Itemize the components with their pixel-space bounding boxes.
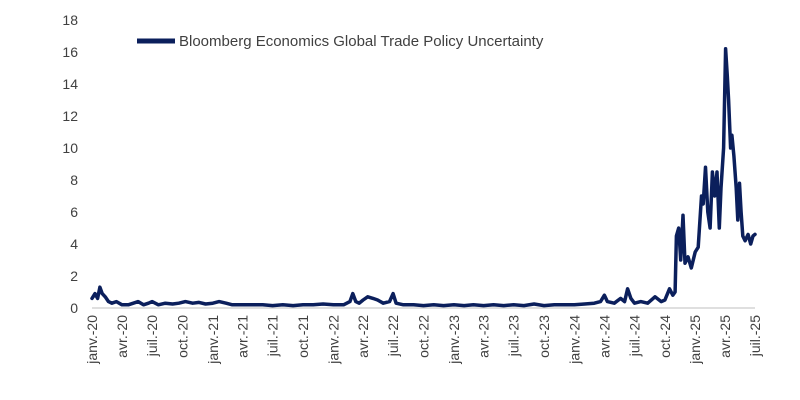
x-tick-label: avr.-20 — [114, 315, 130, 358]
x-tick-label: oct.-23 — [536, 315, 552, 358]
x-tick-label: janv.-23 — [446, 315, 462, 365]
x-tick-label: oct.-24 — [657, 315, 673, 358]
x-tick-label: juil.-23 — [506, 315, 522, 357]
x-tick-label: janv.-25 — [687, 315, 703, 365]
y-tick-label: 6 — [70, 204, 78, 220]
y-tick-label: 0 — [70, 300, 78, 316]
x-tick-label: avr.-25 — [717, 315, 733, 358]
y-tick-label: 18 — [62, 12, 78, 28]
series-layer — [90, 47, 757, 308]
x-tick-label: oct.-21 — [295, 315, 311, 358]
y-tick-label: 4 — [70, 236, 78, 252]
x-tick-label: avr.-21 — [235, 315, 251, 358]
y-tick-label: 8 — [70, 172, 78, 188]
x-tick-label: avr.-23 — [476, 315, 492, 358]
x-tick-label: juil.-21 — [265, 315, 281, 357]
x-tick-label: avr.-22 — [355, 315, 371, 358]
legend-label: Bloomberg Economics Global Trade Policy … — [179, 33, 544, 50]
y-tick-label: 2 — [70, 268, 78, 284]
y-tick-label: 12 — [62, 108, 78, 124]
x-tick-label: juil.-20 — [144, 315, 160, 357]
series-line — [90, 47, 757, 308]
x-tick-label: janv.-22 — [325, 315, 341, 365]
y-tick-label: 14 — [62, 76, 78, 92]
x-tick-label: janv.-24 — [566, 315, 582, 365]
x-tick-label: oct.-22 — [416, 315, 432, 358]
x-tick-label: juil.-24 — [626, 315, 642, 357]
y-axis: 0 2 4 6 8 10 12 14 16 18 — [62, 12, 78, 316]
x-axis: janv.-20 avr.-20 juil.-20 oct.-20 janv.-21 av… — [84, 315, 763, 365]
x-tick-label: janv.-21 — [205, 315, 221, 365]
y-tick-label: 16 — [62, 44, 78, 60]
x-tick-label: juil.-22 — [385, 315, 401, 357]
x-tick-label: janv.-20 — [84, 315, 100, 365]
x-tick-label: avr.-24 — [596, 315, 612, 358]
y-tick-label: 10 — [62, 140, 78, 156]
legend: Bloomberg Economics Global Trade Policy … — [137, 33, 544, 50]
x-tick-label: oct.-20 — [174, 315, 190, 358]
x-tick-label: juil.-25 — [747, 315, 763, 357]
